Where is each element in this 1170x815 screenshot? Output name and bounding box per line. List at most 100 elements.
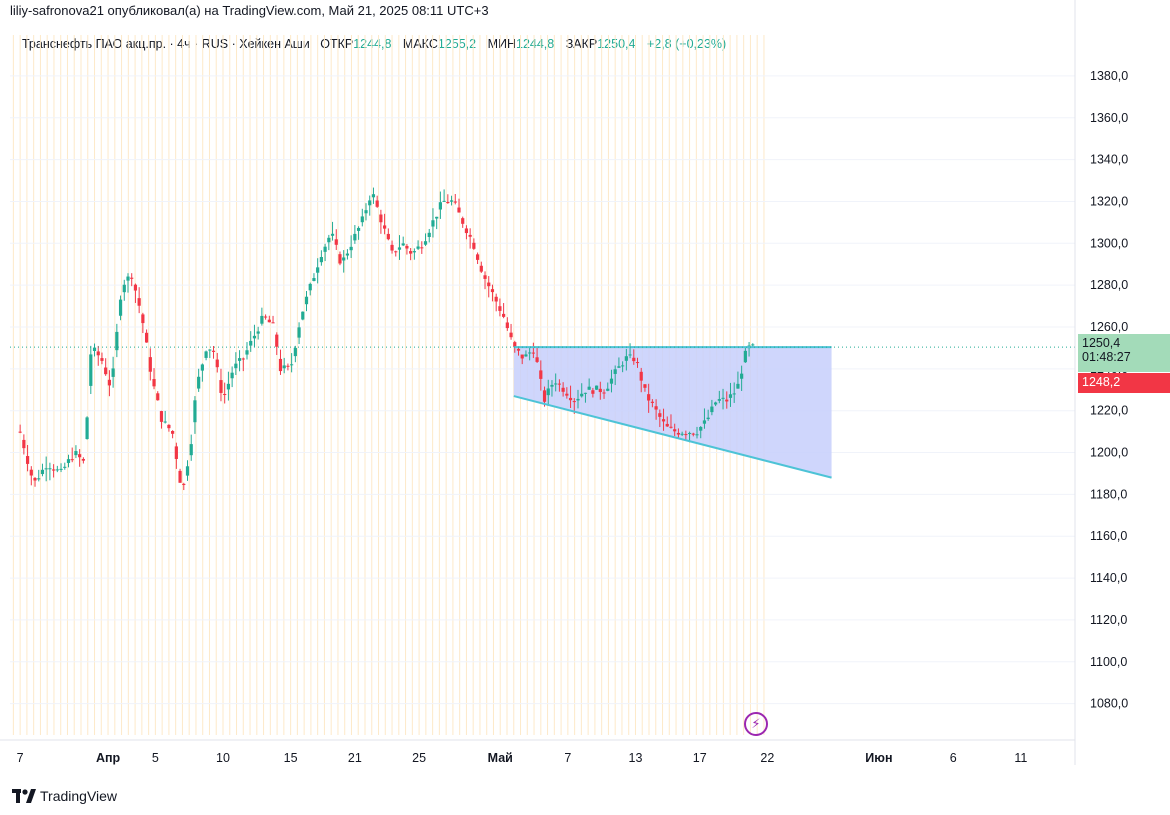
candle-body	[461, 218, 465, 224]
candle-body	[25, 456, 30, 464]
y-tick-label: 1320,0	[1090, 194, 1128, 208]
candle-body	[356, 227, 361, 231]
candle-body	[472, 242, 476, 249]
candle-body	[431, 220, 435, 227]
x-tick-label: 13	[629, 751, 643, 765]
candle-body	[502, 313, 506, 317]
candle-body	[732, 393, 736, 395]
candle-body	[628, 354, 632, 356]
y-tick-label: 1160,0	[1090, 529, 1127, 543]
candle-body	[297, 327, 301, 338]
candle-body	[137, 298, 141, 306]
candle-body	[245, 350, 249, 355]
candle-body	[435, 216, 439, 219]
y-tick-label: 1200,0	[1090, 446, 1128, 460]
candle-body	[576, 398, 580, 401]
candle-body	[513, 342, 517, 348]
candle-body	[524, 354, 528, 357]
candle-body	[606, 388, 610, 391]
candle-body	[397, 247, 402, 250]
candle-body	[267, 319, 271, 323]
candle-body	[111, 368, 115, 377]
candle-body	[81, 458, 85, 461]
candle-body	[182, 483, 186, 485]
y-tick-label: 1080,0	[1090, 697, 1128, 711]
candle-body	[624, 356, 628, 361]
legend-change: +2,8 (+0,23%)	[646, 37, 727, 51]
candle-body	[197, 376, 201, 389]
candle-body	[568, 397, 573, 401]
last-price-tag: 1250,4 01:48:27	[1078, 334, 1170, 372]
candle-body	[316, 267, 320, 273]
x-tick-label: 6	[950, 751, 957, 765]
candle-body	[275, 334, 279, 347]
candle-body	[178, 470, 182, 483]
candle-body	[394, 251, 398, 253]
candle-body	[457, 207, 461, 213]
y-tick-label: 1100,0	[1090, 655, 1127, 669]
candle-body	[583, 392, 588, 394]
candle-body	[189, 444, 193, 456]
candle-body	[230, 372, 234, 379]
candle-body	[200, 364, 204, 371]
x-tick-label: 21	[348, 751, 362, 765]
candle-body	[728, 394, 733, 398]
legend-close-value: 1250,4	[597, 37, 636, 51]
candle-body	[52, 469, 56, 471]
bid-price-value: 1248,2	[1082, 375, 1121, 389]
candle-body	[498, 306, 502, 311]
candle-body	[483, 275, 487, 279]
candle-body	[107, 379, 111, 386]
candle-body	[319, 257, 323, 263]
candle-body	[219, 380, 223, 393]
candle-body	[345, 253, 350, 256]
x-tick-label: 7	[564, 751, 571, 765]
candle-body	[725, 399, 729, 402]
candle-body	[546, 388, 550, 396]
candle-body	[516, 348, 521, 351]
candle-body	[695, 434, 699, 436]
candle-body	[438, 202, 442, 210]
candle-body	[520, 354, 524, 359]
tradingview-logo[interactable]: TradingView	[12, 788, 117, 804]
candle-body	[308, 283, 312, 291]
candle-body	[535, 357, 539, 362]
candle-body	[505, 322, 509, 329]
candle-body	[59, 468, 63, 470]
candle-body	[37, 478, 41, 480]
candle-body	[286, 365, 290, 367]
candle-body	[338, 254, 342, 264]
candle-body	[561, 387, 565, 392]
candle-body	[70, 459, 74, 461]
candle-body	[751, 344, 755, 346]
candle-body	[18, 431, 22, 433]
x-tick-label: 7	[17, 751, 24, 765]
candle-body	[208, 349, 212, 351]
y-tick-label: 1140,0	[1090, 571, 1127, 585]
candle-body	[464, 228, 469, 234]
candle-body	[721, 397, 725, 399]
candle-body	[401, 243, 405, 246]
candle-countdown: 01:48:27	[1082, 350, 1131, 364]
candle-body	[386, 233, 390, 240]
x-tick-label: 22	[760, 751, 774, 765]
candle-body	[249, 340, 253, 346]
candle-body	[293, 347, 297, 357]
lightning-icon[interactable]: ⚡	[744, 712, 768, 736]
candle-body	[174, 446, 178, 459]
y-tick-label: 1120,0	[1090, 613, 1127, 627]
candle-body	[66, 459, 71, 463]
y-tick-label: 1220,0	[1090, 404, 1128, 418]
candle-body	[282, 365, 286, 369]
candle-body	[475, 254, 480, 260]
pattern-fill	[513, 347, 832, 478]
publisher-line: liliy-safronova21 опубликовал(а) на Trad…	[10, 3, 489, 18]
candle-body	[141, 314, 145, 324]
candle-body	[528, 352, 532, 354]
candle-body	[710, 406, 714, 413]
candle-body	[594, 385, 599, 390]
candle-body	[680, 433, 684, 435]
candle-body	[654, 406, 658, 410]
candle-body	[554, 383, 558, 385]
